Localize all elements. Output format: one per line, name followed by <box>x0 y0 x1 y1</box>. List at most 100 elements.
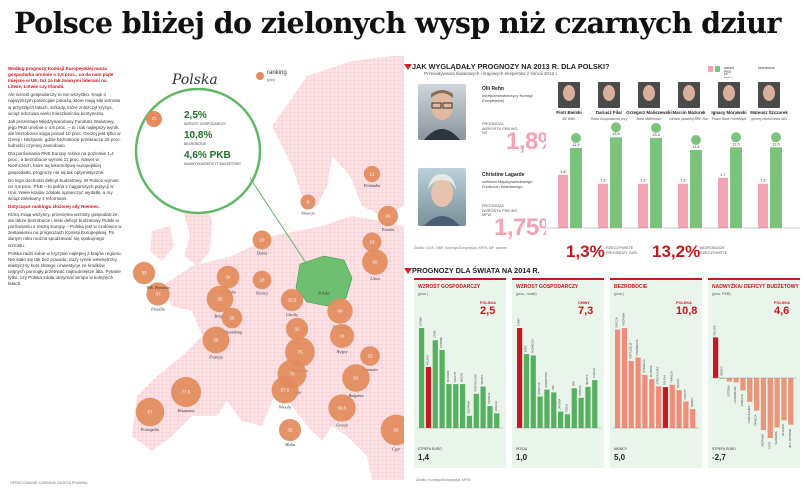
economist-1-face-icon <box>603 85 615 101</box>
polska-title: Polska <box>172 72 218 88</box>
panel-1-bar-6 <box>558 411 564 428</box>
panel-3-label-8: CYPR <box>768 442 771 449</box>
panel-1-label-8: RPA <box>572 381 575 386</box>
lagarde-portrait-icon <box>424 174 460 226</box>
body-text: Według prognozy Komisji Europejskiej nas… <box>8 66 122 474</box>
economist-5-inst: główny ekonomista ING <box>751 117 787 121</box>
panel-3-label-0: POLSKA <box>714 325 717 335</box>
country-circle-grecja <box>328 394 356 422</box>
paragraph-1: Ale wzrost gospodarczy to nie wszystko. … <box>8 92 121 116</box>
polska-deficit-label: NADWYŻKA/DEFICYT BUDŻETOWY <box>184 162 242 166</box>
country-name-malta: Malta <box>284 442 295 447</box>
section2-heading: PROGNOZY DLA ŚWIATA NA 2014 R. <box>412 266 540 275</box>
panel-1-bar-10 <box>585 386 591 428</box>
panel-3-low-label: STREFA EURO <box>712 447 736 451</box>
country-score-bułgaria: 61 <box>353 376 359 381</box>
economist-1-inst: Rada Gospodarcza przy <box>591 117 628 121</box>
country-score-belgia: 55 <box>217 297 223 302</box>
polska-rank-circle: 21 <box>146 111 162 127</box>
panel-3-label-10: IRLANDIA <box>782 424 785 436</box>
panel-0-bar-2 <box>432 340 438 428</box>
economist-4-face-icon <box>723 85 735 101</box>
economist-0-inst: BZ WBK <box>563 117 577 121</box>
panel-2-sub: (proc.) <box>614 292 624 296</box>
panel-1-bar-3 <box>537 396 543 428</box>
panel-3-label-7: HISZPANIA <box>761 434 764 447</box>
country-score-luksemburg: 25 <box>229 316 235 321</box>
legend-pkb-label: wzrost PKB <box>724 66 734 74</box>
country-circle-belgia <box>206 285 234 313</box>
panel-1-label-0: CHINY <box>518 318 521 326</box>
country-circle-słowacja <box>327 298 353 324</box>
panel-0-bar-10 <box>487 406 493 428</box>
country-circle-rumunia <box>360 346 380 366</box>
polska-callout: Polska 21 2,5% WZROST GOSPODARCZY 10,8% … <box>146 70 272 180</box>
panel-2-bar-0 <box>615 329 621 428</box>
legend-sub: (pkt) <box>267 77 275 82</box>
panel-0-label-10: FRANCJA <box>488 392 491 404</box>
country-circle-cypr <box>380 414 404 446</box>
panel-3-bg <box>708 278 800 468</box>
panel-1-title: WZROST GOSPODARCZY <box>516 284 579 290</box>
paragraph-6: Polska radzi sobie w kryzysie najlepiej … <box>8 250 122 287</box>
panel-0-label-9: NIEMCY <box>481 374 484 384</box>
economist-0-bez-bar <box>570 147 582 228</box>
panel-0-highlight-label: POLSKA <box>480 301 496 305</box>
poland-shape <box>295 255 353 307</box>
section1-subheading: Przewidywania światowych i krajowych eks… <box>424 71 559 76</box>
economist-4-inst: Polski Bank Przedsiębi <box>712 117 747 121</box>
economist-5-face-icon <box>763 85 775 101</box>
panel-1-bar-9 <box>578 397 584 428</box>
country-name-grecja: Grecja <box>336 423 347 428</box>
country-score-włochy: 57,5 <box>281 388 290 393</box>
panel-1-label-11: TURCJA <box>593 368 596 378</box>
country-circle-hiszpania <box>170 376 202 408</box>
panel-0-topline <box>414 278 506 280</box>
panel-3-bar-9 <box>774 378 780 428</box>
panel-3-label-1: NIEMCY <box>720 366 723 376</box>
country-score-węgry: 41 <box>339 334 345 339</box>
legend-pkb-swatch <box>708 66 713 72</box>
country-name-finlandia: Finlandia <box>363 183 381 188</box>
panel-3-bar-5 <box>747 378 753 402</box>
polska-gdp-value: 2,5% <box>184 110 207 121</box>
panel-1-bar-8 <box>571 388 577 428</box>
country-name-hiszpania: Hiszpania <box>177 408 195 413</box>
panel-2-topline <box>610 278 702 280</box>
country-circle-francja <box>202 326 230 354</box>
economist-4-name: Ignacy Morawski <box>711 110 746 115</box>
panel-3-bar-11 <box>788 378 794 425</box>
panel-2-bar-4 <box>642 374 648 428</box>
panel-0-bar-3 <box>439 349 445 428</box>
paragraph-2: Jak prezentuje Międzynarodowy Fundusz Wa… <box>8 118 122 149</box>
gus-pkb-value: 1,3% <box>566 242 605 261</box>
country-circle-austria <box>285 317 309 341</box>
country-score-estonia: 24 <box>385 214 391 219</box>
economist-5-bez-label: 12,0 <box>772 142 779 146</box>
panel-1-label-5: USA <box>552 385 555 390</box>
panel-2-bar-5 <box>649 379 655 428</box>
country-score-czechy: 32,5 <box>288 298 297 303</box>
country-score-wlk-brytania: 33 <box>141 271 147 276</box>
panel-1-bar-4 <box>544 389 550 428</box>
panel-1-label-2: INDONEZJA <box>531 339 534 354</box>
economist-1-pkb-bar <box>598 183 608 228</box>
rehn-role: wiceprzewodniczący Komisji Europejskiej <box>482 93 533 103</box>
economist-1-bez-label: 13,5 <box>612 132 619 136</box>
country-score-holandia: 34 <box>225 275 231 280</box>
panel-0-bar-1 <box>425 367 432 428</box>
panel-0-low-label: STREFA EURO <box>418 447 442 451</box>
panel-1-bar-5 <box>551 392 557 428</box>
gus-bez-value: 13,2% <box>652 242 701 261</box>
panel-2-bar-11 <box>690 409 696 428</box>
panel-1-label-7: ROSJA <box>565 404 568 413</box>
country-circle-wlk-brytania <box>132 261 156 285</box>
country-score-irlandia: 37 <box>155 292 161 297</box>
rehn-portrait-icon <box>424 90 460 140</box>
economist-0-name: Piotr Bielski <box>556 110 581 115</box>
country-name-rumunia: Rumunia <box>361 367 377 372</box>
panel-1-label-1: INDIE <box>524 345 527 352</box>
country-name-niemcy: Niemcy <box>255 290 269 295</box>
rehn-photo <box>418 84 466 140</box>
country-circle-łotwa <box>362 232 382 252</box>
